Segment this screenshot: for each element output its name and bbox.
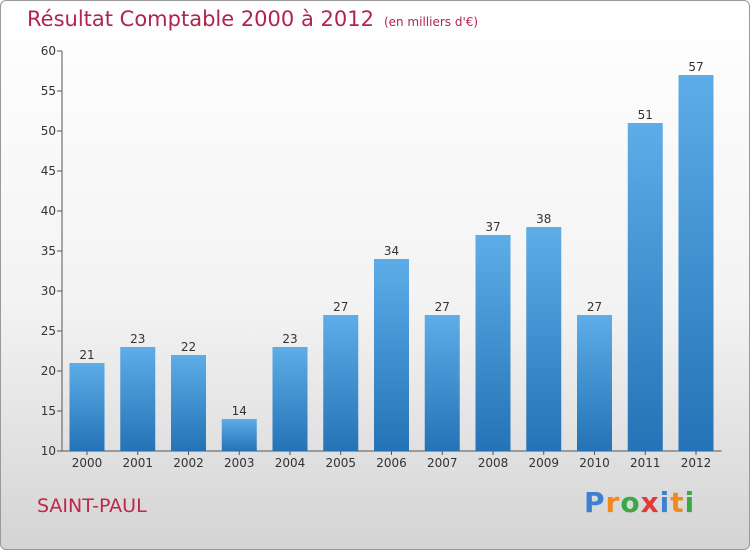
bar <box>69 363 105 451</box>
bar-value-label: 22 <box>181 340 196 354</box>
bar <box>577 315 612 451</box>
title-text: Résultat Comptable 2000 à 2012 <box>27 7 374 31</box>
x-tick-label: 2005 <box>325 456 356 470</box>
y-tick-label: 50 <box>41 124 56 138</box>
y-tick-label: 55 <box>41 84 56 98</box>
bar <box>374 259 409 451</box>
bar-value-label: 57 <box>688 60 703 74</box>
bar <box>120 347 156 451</box>
x-tick-label: 2009 <box>528 456 559 470</box>
y-tick-label: 35 <box>41 244 56 258</box>
chart-title: Résultat Comptable 2000 à 2012 (en millie… <box>27 7 478 31</box>
commune-name: SAINT-PAUL <box>37 495 147 517</box>
y-tick-label: 20 <box>41 364 56 378</box>
y-tick-label: 45 <box>41 164 56 178</box>
x-tick-label: 2010 <box>579 456 610 470</box>
y-tick-label: 40 <box>41 204 56 218</box>
proxiti-logo[interactable]: Proxiti <box>584 486 695 519</box>
logo-letter: r <box>605 486 621 519</box>
logo-letter: t <box>670 486 685 519</box>
x-tick-label: 2007 <box>427 456 458 470</box>
bar-value-label: 27 <box>435 300 450 314</box>
bar <box>221 419 257 451</box>
bar-value-label: 27 <box>333 300 348 314</box>
x-tick-label: 2003 <box>224 456 255 470</box>
logo-letter: P <box>584 486 606 519</box>
bar-value-label: 23 <box>130 332 145 346</box>
x-tick-label: 2001 <box>122 456 153 470</box>
logo-letter: x <box>640 486 660 519</box>
logo-letter: i <box>659 486 671 519</box>
y-tick-label: 25 <box>41 324 56 338</box>
bar <box>171 355 206 451</box>
bar <box>475 235 511 451</box>
x-tick-label: 2011 <box>630 456 661 470</box>
y-tick-label: 15 <box>41 404 56 418</box>
bar-value-label: 37 <box>485 220 500 234</box>
logo-letter: o <box>620 486 641 519</box>
bar-value-label: 51 <box>638 108 653 122</box>
bars: 21 23 22 14 23 27 34 27 37 38 27 51 57 <box>69 60 714 451</box>
y-tick-label: 10 <box>41 444 56 458</box>
bar <box>627 123 663 451</box>
x-tick-label: 2002 <box>173 456 204 470</box>
bar-value-label: 34 <box>384 244 399 258</box>
bar <box>424 315 460 451</box>
bar-value-label: 21 <box>79 348 94 362</box>
bar-value-label: 38 <box>536 212 551 226</box>
axes: 10 15 20 25 30 35 40 45 50 55 60 2000 2001 2002 2003 20… <box>41 44 722 470</box>
bar-value-label: 27 <box>587 300 602 314</box>
bar <box>323 315 359 451</box>
chart-subtitle: (en milliers d'€) <box>383 15 479 29</box>
logo-letter: i <box>684 486 696 519</box>
y-tick-label: 30 <box>41 284 56 298</box>
x-tick-label: 2006 <box>376 456 407 470</box>
bar-value-label: 14 <box>232 404 247 418</box>
x-tick-label: 2004 <box>275 456 306 470</box>
bar-value-label: 23 <box>282 332 297 346</box>
bar <box>272 347 308 451</box>
bar <box>678 75 714 451</box>
x-tick-label: 2012 <box>681 456 712 470</box>
y-tick-label: 60 <box>41 44 56 58</box>
x-tick-label: 2000 <box>72 456 103 470</box>
bar <box>526 227 562 451</box>
x-tick-label: 2008 <box>478 456 509 470</box>
